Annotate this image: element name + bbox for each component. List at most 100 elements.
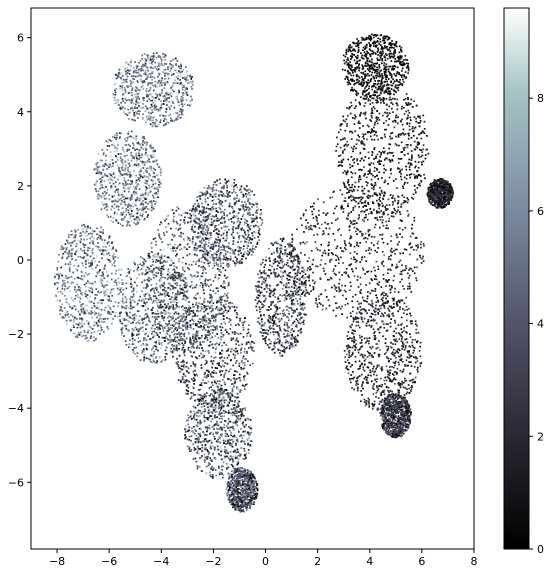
scatter-point (130, 135, 133, 138)
scatter-point (373, 147, 376, 149)
scatter-point (357, 44, 359, 47)
scatter-point (299, 242, 302, 244)
scatter-point (390, 395, 392, 397)
scatter-point (398, 261, 400, 263)
scatter-point (408, 166, 411, 168)
scatter-point (373, 383, 375, 385)
scatter-point (370, 248, 372, 251)
scatter-point (449, 192, 451, 194)
scatter-point (316, 303, 319, 306)
scatter-point (418, 350, 421, 352)
scatter-point (408, 125, 411, 128)
scatter-point (363, 74, 366, 76)
scatter-point (404, 396, 406, 399)
scatter-point (348, 66, 350, 69)
scatter-point (407, 288, 409, 290)
scatter-point (358, 80, 361, 82)
scatter-point (384, 399, 387, 402)
scatter-point (308, 276, 310, 279)
scatter-point (398, 421, 401, 423)
scatter-point (390, 215, 393, 217)
scatter-point (410, 322, 412, 325)
scatter-point (364, 341, 367, 344)
scatter-point (373, 352, 376, 354)
scatter-point (398, 355, 400, 358)
scatter-point (386, 407, 389, 409)
scatter-point (394, 406, 397, 409)
scatter-point (375, 301, 378, 304)
scatter-point (362, 37, 365, 40)
scatter-point (399, 56, 401, 59)
scatter-point (359, 292, 362, 294)
scatter-point (372, 130, 374, 132)
scatter-point (400, 108, 403, 110)
scatter-point (384, 312, 386, 314)
scatter-point (350, 176, 353, 179)
scatter-point (122, 100, 124, 102)
scatter-point (390, 406, 393, 408)
scatter-point (402, 428, 405, 431)
scatter-point (387, 424, 389, 426)
scatter-point (362, 71, 364, 74)
scatter-point (383, 70, 386, 73)
scatter-point (422, 160, 425, 163)
scatter-point (376, 210, 378, 213)
scatter-point (348, 276, 350, 278)
scatter-point (373, 83, 375, 85)
scatter-point (368, 74, 370, 77)
scatter-point (439, 200, 441, 202)
scatter-point (380, 87, 382, 89)
scatter-point (176, 97, 178, 100)
scatter-point (379, 38, 381, 41)
scatter-point (407, 62, 409, 65)
scatter-point (117, 205, 120, 208)
scatter-point (362, 136, 364, 138)
scatter-point (343, 289, 346, 292)
scatter-point (395, 178, 397, 180)
scatter-point (411, 320, 413, 322)
scatter-point (164, 54, 167, 57)
scatter-point (328, 227, 331, 230)
scatter-point (386, 356, 388, 358)
scatter-point (386, 87, 389, 89)
scatter-point (413, 148, 416, 151)
scatter-point (414, 191, 417, 194)
scatter-point (394, 371, 397, 373)
scatter-point (372, 318, 375, 321)
scatter-point (349, 378, 351, 381)
scatter-point (363, 256, 366, 258)
scatter-point (387, 68, 390, 71)
scatter-point (444, 206, 446, 208)
scatter-point (389, 74, 391, 76)
scatter-point (393, 374, 395, 376)
scatter-point (143, 64, 146, 67)
scatter-point (397, 401, 400, 403)
scatter-point (369, 99, 372, 102)
scatter-point (163, 120, 165, 122)
scatter-point (411, 232, 414, 235)
scatter-point (325, 307, 328, 310)
scatter-point (137, 70, 140, 73)
scatter-point (174, 111, 177, 114)
scatter-point (372, 393, 375, 395)
scatter-point (335, 247, 338, 250)
scatter-point (353, 88, 355, 91)
scatter-point (433, 196, 436, 199)
scatter-point (391, 423, 393, 426)
scatter-point (451, 190, 453, 192)
scatter-point (403, 183, 406, 186)
scatter-point (393, 297, 396, 300)
scatter-point (368, 35, 370, 37)
scatter-point (165, 93, 168, 95)
scatter-point (368, 337, 371, 339)
scatter-point (117, 72, 120, 74)
scatter-point (373, 65, 376, 68)
scatter-point (416, 266, 418, 269)
scatter-point (150, 116, 153, 118)
scatter-point (363, 39, 366, 41)
scatter-point (321, 233, 324, 236)
scatter-point (344, 242, 346, 245)
scatter-point (351, 88, 354, 91)
scatter-point (342, 181, 345, 184)
scatter-point (403, 424, 406, 427)
